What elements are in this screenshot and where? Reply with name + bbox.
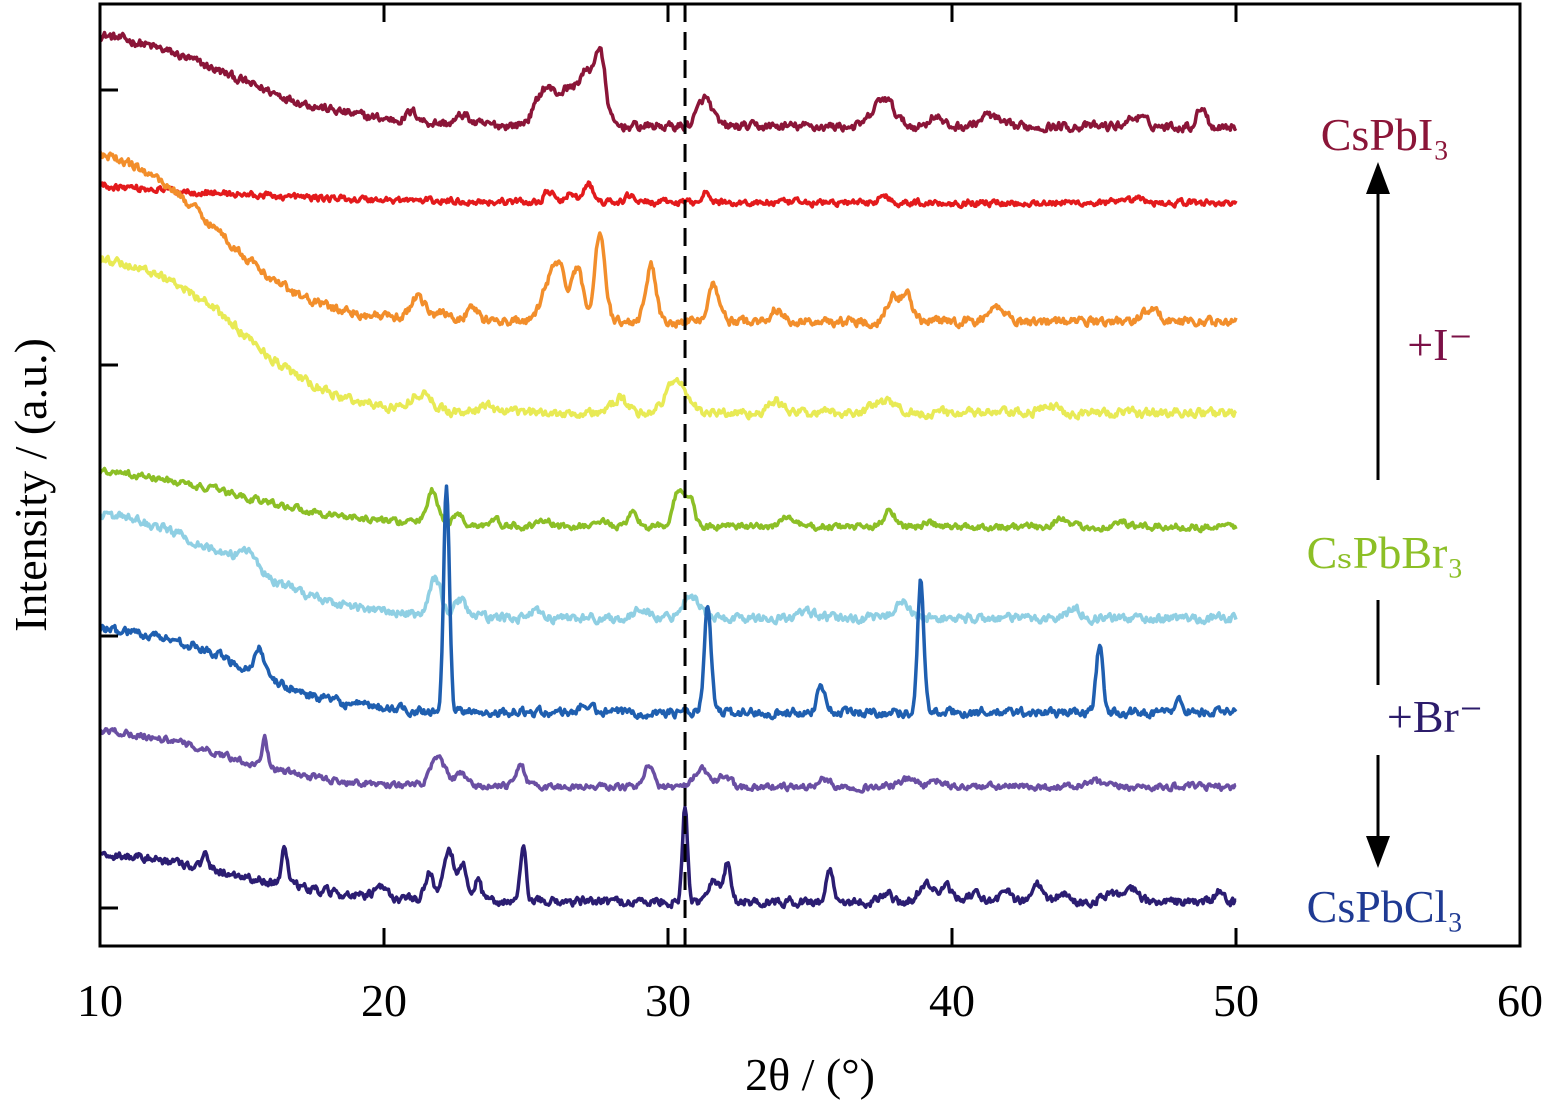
label-cspbbr3: CₛPbBr₃ (1307, 527, 1464, 578)
x-tick-label: 60 (1497, 975, 1543, 1026)
series-line-6 (98, 484, 1238, 721)
y-axis-label: Intensity / (a.u.) (5, 338, 56, 632)
x-axis-label: 2θ / (°) (745, 1049, 875, 1100)
ticks-layer: 10 20 30 40 50 60 (77, 4, 1543, 1026)
arrow-head-down (1366, 836, 1390, 868)
x-tick-label: 20 (361, 975, 407, 1026)
double-arrow (1366, 162, 1390, 868)
series-line-2 (98, 150, 1238, 330)
series-line-8 (99, 805, 1237, 910)
series-line-4 (98, 466, 1238, 534)
series-line-5 (98, 510, 1238, 626)
series-line-7 (99, 727, 1237, 794)
label-cspbcl3: CsPbCl₃ (1307, 881, 1464, 932)
x-tick-label: 30 (645, 975, 691, 1026)
x-tick-label: 50 (1213, 975, 1259, 1026)
x-tick-label: 10 (77, 975, 123, 1026)
series-line-3 (98, 254, 1238, 421)
plot-frame (98, 2, 1522, 948)
label-plus-i: +I⁻ (1407, 319, 1473, 370)
label-cspbi3: CsPbI₃ (1321, 109, 1450, 160)
x-tick-label: 40 (929, 975, 975, 1026)
series-line-1 (99, 180, 1238, 210)
label-plus-br: +Br⁻ (1387, 691, 1483, 742)
series-layer (98, 30, 1238, 910)
series-line-0 (98, 30, 1238, 134)
arrow-head-up (1366, 162, 1390, 194)
